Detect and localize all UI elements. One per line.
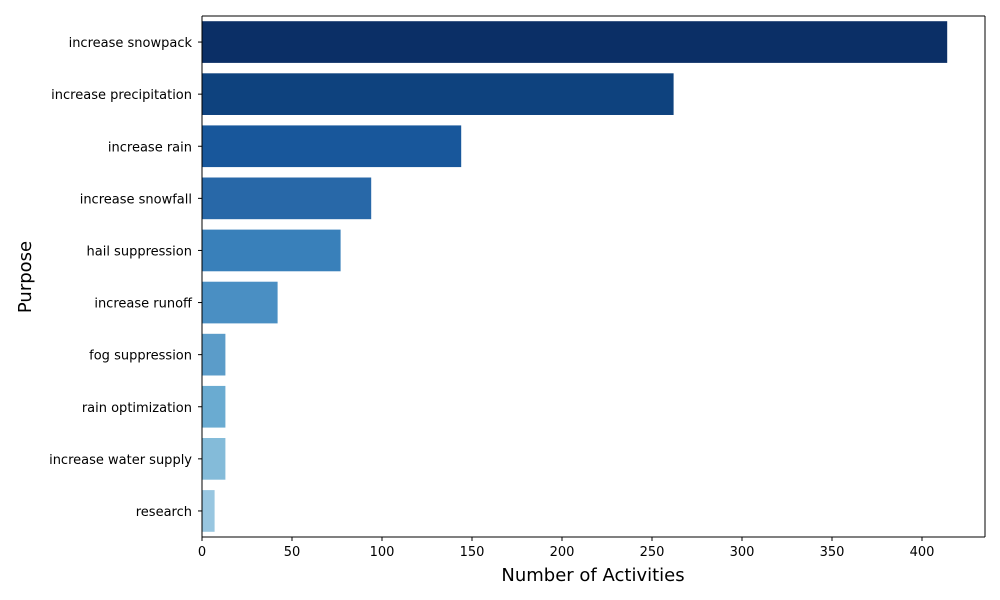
bar-increase-runoff [202, 281, 278, 324]
y-tick-label-increase-runoff: increase runoff [94, 297, 193, 312]
bar-increase-rain [202, 125, 462, 168]
y-tick-label-fog-suppression: fog suppression [89, 349, 192, 364]
y-axis-ticks: increase snowpack increase precipitation i… [49, 36, 202, 520]
x-tick-label-350: 350 [820, 545, 845, 560]
y-tick-label-increase-snowfall: increase snowfall [80, 192, 192, 207]
bar-increase-snowfall [202, 177, 372, 220]
y-tick-label-hail-suppression: hail suppression [87, 244, 193, 259]
x-axis-ticks: 0 50 100 150 200 250 300 350 400 [198, 537, 935, 560]
x-tick-label-400: 400 [910, 545, 935, 560]
y-tick-label-rain-optimization: rain optimization [82, 401, 192, 416]
y-tick-label-increase-snowpack: increase snowpack [69, 36, 193, 51]
bar-increase-snowpack [202, 21, 948, 63]
x-tick-label-150: 150 [460, 545, 485, 560]
x-tick-label-300: 300 [730, 545, 755, 560]
y-axis-title: Purpose [15, 241, 36, 313]
bar-increase-precipitation [202, 73, 674, 115]
bar-fog-suppression [202, 333, 226, 376]
axes-frame [201, 15, 986, 538]
bar-increase-water-supply [202, 438, 226, 480]
bar-hail-suppression [202, 229, 341, 272]
x-axis-title: Number of Activities [501, 565, 684, 586]
y-tick-label-research: research [136, 505, 192, 520]
bar-research [202, 490, 215, 532]
x-tick-label-200: 200 [550, 545, 575, 560]
x-tick-label-100: 100 [370, 545, 395, 560]
y-tick-label-increase-precipitation: increase precipitation [51, 88, 192, 103]
x-tick-label-0: 0 [198, 545, 206, 560]
bars-group [202, 21, 948, 532]
bar-rain-optimization [202, 385, 226, 428]
y-tick-label-increase-rain: increase rain [108, 140, 192, 155]
y-tick-label-increase-water-supply: increase water supply [49, 453, 192, 468]
x-tick-label-250: 250 [640, 545, 665, 560]
x-tick-label-50: 50 [284, 545, 301, 560]
